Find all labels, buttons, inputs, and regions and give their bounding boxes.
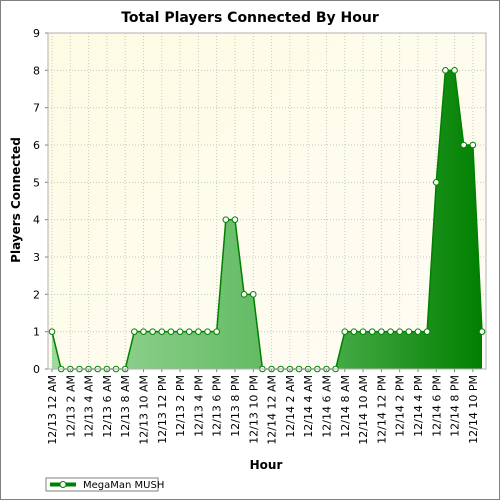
data-point [341,328,349,335]
x-tick-label: 12/14 12 AM [266,375,279,445]
data-point [167,328,175,335]
data-point [378,328,385,335]
y-tick-label: 0 [33,363,40,376]
plot-background [48,33,486,369]
data-point [140,328,147,335]
x-tick-label: 12/13 4 PM [192,375,205,437]
x-tick-label: 12/13 4 AM [83,375,96,438]
data-point [185,328,193,335]
x-tick-label: 12/14 4 AM [302,375,315,438]
x-tick-label: 12/13 8 AM [119,375,132,438]
x-tick-label: 12/14 8 PM [449,375,462,437]
x-tick-label: 12/14 6 AM [320,375,333,438]
x-tick-label: 12/14 4 PM [412,375,425,437]
data-point [387,328,394,335]
x-tick-label: 12/13 2 PM [174,375,187,437]
y-tick-label: 1 [33,326,40,339]
legend-box [45,477,159,492]
data-point [432,179,440,186]
data-point [213,328,220,335]
data-point [249,291,257,298]
x-tick-label: 12/13 10 PM [247,375,260,444]
data-point [48,328,56,335]
data-point [442,67,449,74]
data-point [460,141,468,149]
y-tick-label: 7 [33,102,40,115]
data-point [231,216,239,223]
data-point [240,291,248,298]
chart-title: Total Players Connected By Hour [121,10,379,26]
data-point [368,328,376,335]
y-tick-label: 8 [33,64,40,77]
data-point [451,67,458,74]
x-tick-label: 12/14 12 PM [375,375,388,444]
data-point [350,328,358,335]
data-point [195,328,202,335]
x-tick-label: 12/13 6 PM [211,375,224,437]
data-point [158,328,166,335]
y-tick-label: 2 [33,288,40,301]
y-tick-label: 3 [33,251,40,264]
x-tick-label: 12/14 8 AM [339,375,352,438]
data-point [396,328,403,335]
x-tick-label: 12/14 10 PM [467,375,480,444]
y-tick-label: 6 [33,139,40,152]
series-area-fill [52,70,482,369]
data-point [359,328,367,335]
data-point [176,328,184,335]
y-axis-label: Players Connected [9,137,23,263]
data-point [131,328,138,335]
y-tick-label: 9 [33,27,40,40]
data-point [414,328,422,335]
x-tick-label: 12/13 8 PM [229,375,242,437]
data-point [222,216,230,223]
x-tick-label: 12/13 12 AM [46,375,59,445]
x-tick-label: 12/13 12 PM [156,375,169,444]
data-point [204,328,211,335]
y-tick-label: 4 [33,214,40,227]
legend-swatch-marker [59,481,67,488]
data-point [469,141,477,149]
plot-border [47,32,487,370]
x-tick-label: 12/14 10 AM [357,375,370,445]
x-axis-label: Hour [250,458,283,472]
data-point [405,328,413,335]
x-tick-label: 12/13 10 AM [137,375,150,445]
legend: MegaMan MUSH [45,477,164,492]
data-point [423,328,431,335]
x-tick-label: 12/14 2 PM [394,375,407,437]
data-point [478,328,486,335]
x-tick-label: 12/14 2 AM [284,375,297,438]
x-tick-label: 12/13 2 AM [64,375,77,438]
axes: 0 1 2 3 4 5 6 7 8 9 12/13 12 AM 12/13 2 AM 12/13 4 A… [33,27,487,445]
y-tick-label: 5 [33,176,40,189]
x-tick-label: 12/14 6 PM [430,375,443,437]
legend-label: MegaMan MUSH [83,480,164,491]
x-tick-label: 12/13 6 AM [101,375,114,438]
data-point [149,328,156,335]
